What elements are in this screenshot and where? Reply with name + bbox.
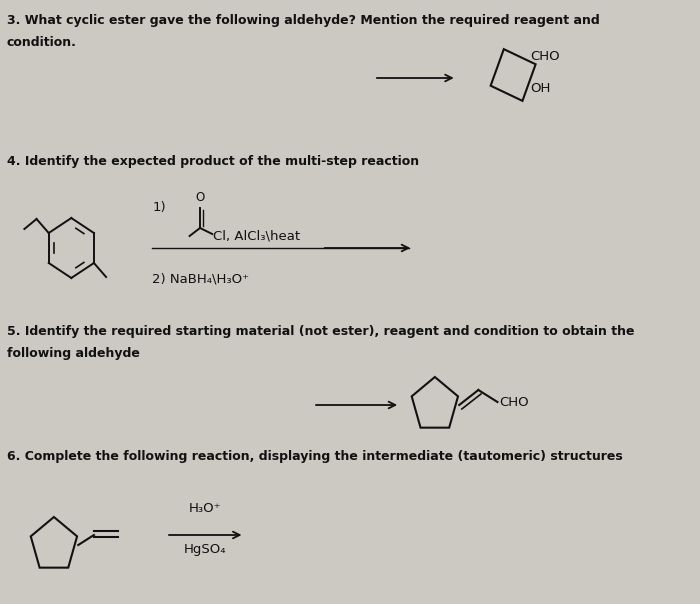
Text: Cl, AlCl₃\heat: Cl, AlCl₃\heat (213, 230, 300, 242)
Text: following aldehyde: following aldehyde (7, 347, 140, 360)
Text: OH: OH (531, 83, 551, 95)
Text: CHO: CHO (531, 51, 560, 63)
Text: condition.: condition. (7, 36, 77, 49)
Text: 3. What cyclic ester gave the following aldehyde? Mention the required reagent a: 3. What cyclic ester gave the following … (7, 14, 600, 27)
Text: 6. Complete the following reaction, displaying the intermediate (tautomeric) str: 6. Complete the following reaction, disp… (7, 450, 623, 463)
Text: H₃O⁺: H₃O⁺ (189, 502, 221, 515)
Text: 2) NaBH₄\H₃O⁺: 2) NaBH₄\H₃O⁺ (152, 272, 249, 285)
Text: 1): 1) (152, 201, 166, 213)
Text: CHO: CHO (499, 396, 528, 408)
Text: O: O (195, 191, 204, 204)
Text: 5. Identify the required starting material (not ester), reagent and condition to: 5. Identify the required starting materi… (7, 325, 634, 338)
Text: HgSO₄: HgSO₄ (184, 543, 227, 556)
Text: 4. Identify the expected product of the multi-step reaction: 4. Identify the expected product of the … (7, 155, 419, 168)
